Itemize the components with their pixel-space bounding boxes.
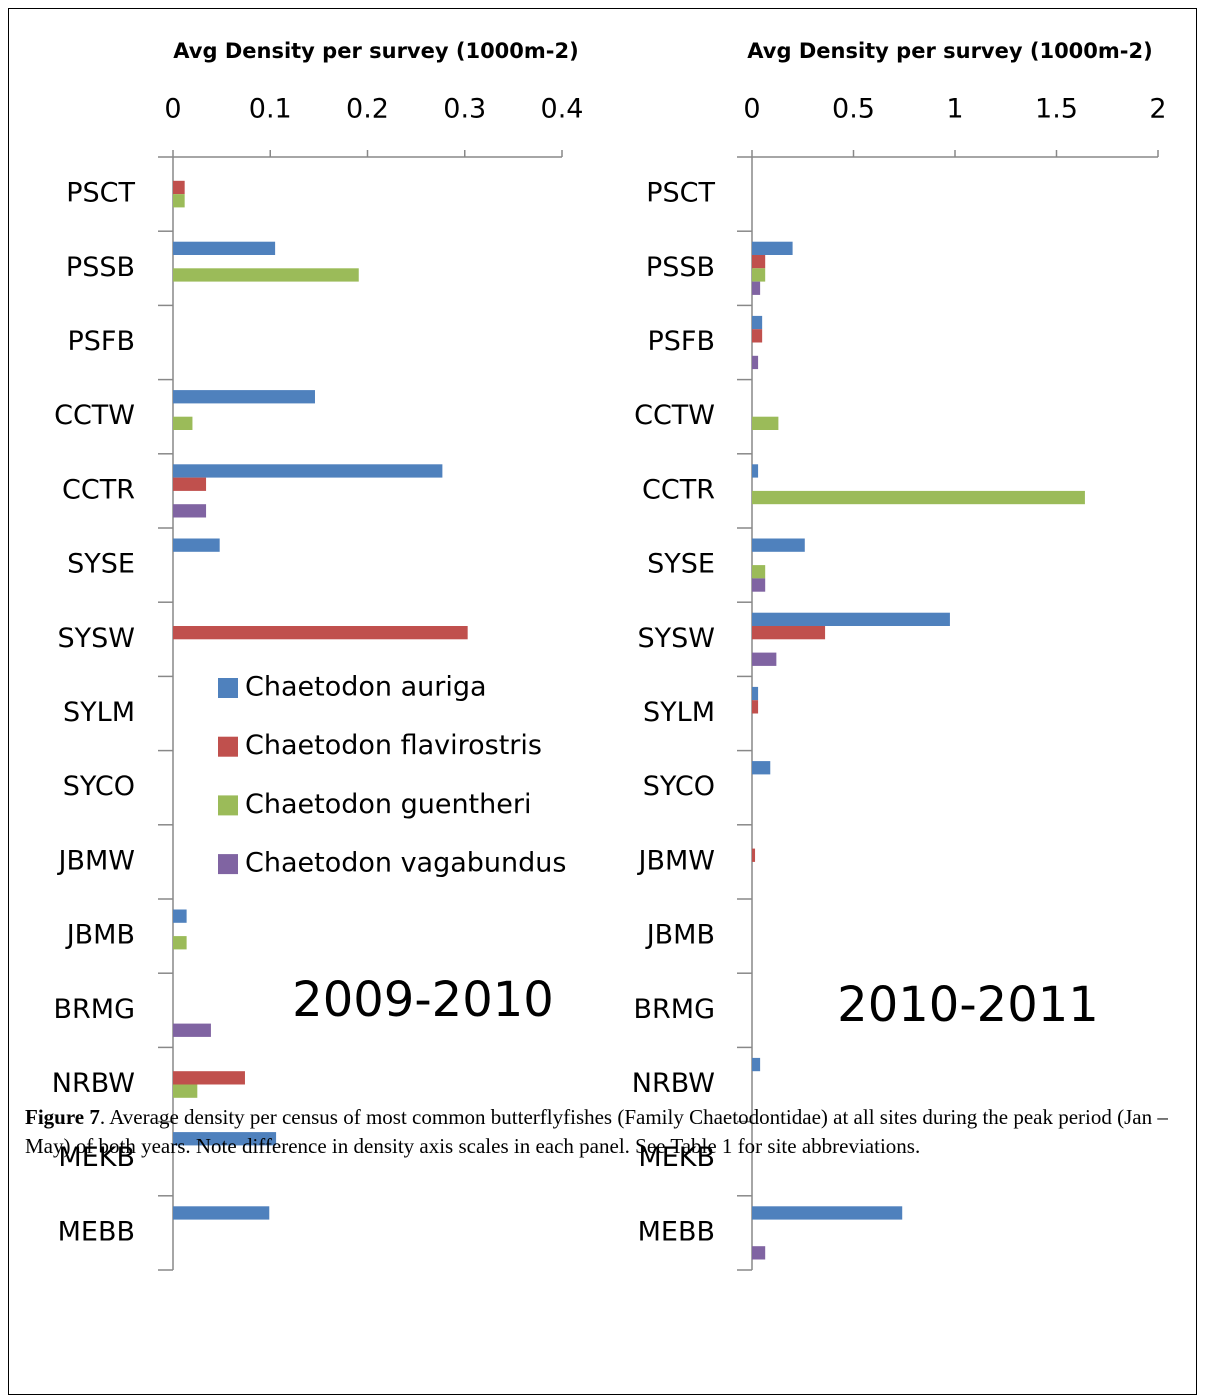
- bar: [752, 1057, 761, 1072]
- bar: [173, 538, 220, 552]
- bar: [752, 464, 759, 478]
- y-tick-label: JBMW: [637, 845, 715, 876]
- legend-label: Chaetodon guentheri: [245, 789, 531, 820]
- y-tick-label: BRMG: [53, 994, 135, 1025]
- bar: [173, 464, 443, 478]
- bar: [752, 241, 793, 255]
- annotation: 2009-2010: [292, 972, 554, 1028]
- y-tick-label: SYSE: [647, 549, 715, 580]
- bar: [173, 1084, 198, 1098]
- bar: [752, 626, 826, 640]
- y-tick-label: PSSB: [66, 252, 135, 283]
- legend-swatch: [218, 736, 238, 757]
- caption-text: . Average density per census of most com…: [25, 1105, 1168, 1158]
- bar: [752, 355, 759, 370]
- bar: [173, 1071, 245, 1085]
- y-tick-label: MEKB: [638, 1142, 715, 1173]
- caption: Figure 7. Average density per census of …: [25, 1103, 1175, 1161]
- bar: [752, 700, 759, 714]
- bar: [173, 268, 359, 282]
- x-tick-label: 0.4: [541, 94, 584, 125]
- y-tick-label: JBMB: [645, 920, 715, 951]
- axis-title: Avg Density per survey (1000m-2): [747, 39, 1152, 63]
- x-tick-label: 1.5: [1035, 94, 1078, 125]
- y-tick-label: PSFB: [68, 326, 135, 357]
- x-tick-label: 0.1: [249, 94, 292, 125]
- bar: [752, 1206, 903, 1220]
- x-tick-label: 2: [1149, 94, 1166, 125]
- y-tick-label: SYLM: [63, 697, 135, 728]
- y-tick-label: SYSW: [58, 623, 135, 654]
- bar: [173, 1023, 211, 1037]
- bar: [752, 686, 759, 701]
- y-tick-label: SYCO: [643, 771, 715, 802]
- y-tick-label: JBMB: [65, 920, 135, 951]
- legend-swatch: [218, 678, 238, 698]
- bar: [173, 909, 187, 923]
- bar: [752, 761, 771, 775]
- y-tick-label: PSCT: [646, 178, 715, 209]
- bar: [173, 1206, 270, 1220]
- bar: [173, 390, 315, 404]
- bar: [752, 652, 777, 666]
- y-tick-label: JBMW: [57, 845, 135, 876]
- y-tick-label: SYSW: [638, 623, 715, 654]
- annotation: 2010-2011: [837, 977, 1099, 1033]
- bar: [173, 626, 468, 640]
- bar: [173, 936, 187, 950]
- y-tick-label: CCTR: [62, 474, 135, 505]
- bar: [752, 565, 766, 579]
- bar: [752, 612, 950, 626]
- bar: [752, 281, 761, 295]
- x-tick-label: 0.3: [443, 94, 486, 125]
- caption-label: Figure 7: [25, 1105, 100, 1129]
- y-tick-label: SYLM: [643, 697, 715, 728]
- y-tick-label: MEBB: [58, 1216, 135, 1247]
- bar: [752, 1246, 766, 1260]
- y-tick-label: SYSE: [67, 549, 135, 580]
- y-tick-label: SYCO: [63, 771, 135, 802]
- y-tick-label: MEKB: [58, 1142, 135, 1173]
- axis-title: Avg Density per survey (1000m-2): [173, 39, 578, 63]
- y-tick-label: NRBW: [52, 1068, 135, 1099]
- bar: [173, 504, 207, 518]
- y-tick-label: MEBB: [638, 1216, 715, 1247]
- legend-label: Chaetodon vagabundus: [245, 848, 566, 879]
- bar: [752, 538, 805, 552]
- bar: [752, 490, 1085, 505]
- legend-label: Chaetodon flavirostris: [245, 730, 542, 761]
- y-tick-label: NRBW: [632, 1068, 715, 1099]
- bar: [752, 848, 756, 862]
- legend-swatch: [218, 854, 238, 875]
- bar: [173, 180, 185, 195]
- y-tick-label: CCTW: [634, 400, 715, 431]
- y-tick-label: PSCT: [66, 178, 135, 209]
- y-tick-label: PSFB: [648, 326, 715, 357]
- x-tick-label: 1: [946, 94, 963, 125]
- bar: [752, 329, 763, 343]
- legend-swatch: [218, 795, 238, 816]
- y-tick-label: CCTW: [54, 400, 135, 431]
- y-tick-label: CCTR: [642, 474, 715, 505]
- bar: [173, 477, 207, 491]
- bar: [752, 255, 766, 269]
- bar: [752, 416, 779, 430]
- bar: [752, 268, 766, 282]
- bar: [752, 315, 763, 330]
- bar: [752, 578, 766, 592]
- legend-label: Chaetodon auriga: [245, 672, 487, 703]
- y-tick-label: PSSB: [646, 252, 715, 283]
- x-tick-label: 0.2: [346, 94, 389, 125]
- frame: [8, 8, 1197, 1395]
- x-tick-label: 0.5: [832, 94, 875, 125]
- bar: [173, 241, 276, 255]
- x-tick-label: 0: [164, 94, 181, 125]
- bar: [173, 416, 193, 430]
- bar: [173, 194, 185, 208]
- x-tick-label: 0: [743, 94, 760, 125]
- y-tick-label: BRMG: [633, 994, 715, 1025]
- bar: [173, 1132, 277, 1146]
